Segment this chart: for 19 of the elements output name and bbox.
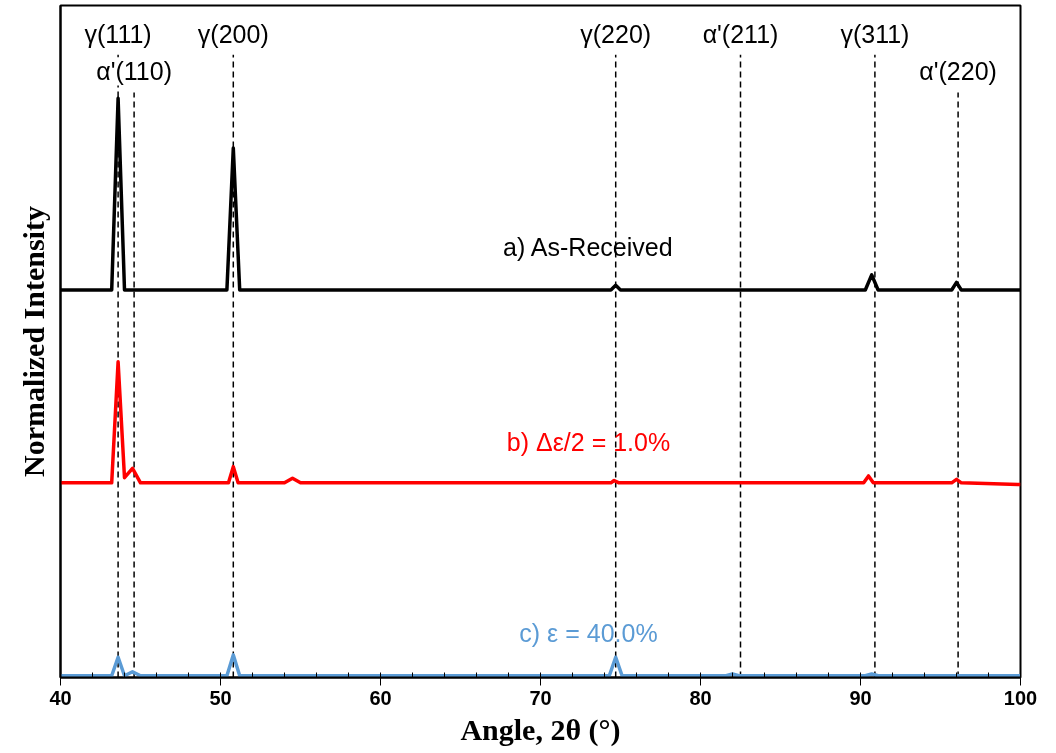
x-tick-label: 80 bbox=[689, 686, 712, 709]
series-label: c) ε = 40.0% bbox=[519, 618, 658, 647]
x-tick-label: 100 bbox=[1003, 686, 1038, 709]
ref-line-label: γ(311) bbox=[840, 19, 910, 48]
x-tick-label: 70 bbox=[529, 686, 552, 709]
x-tick-label: 90 bbox=[849, 686, 872, 709]
ref-line-label: α'(211) bbox=[702, 19, 779, 48]
x-tick-label: 40 bbox=[49, 686, 72, 709]
ref-line-label: α'(220) bbox=[919, 57, 997, 86]
ref-line-label: γ(200) bbox=[197, 19, 269, 48]
x-tick-label: 50 bbox=[209, 686, 232, 709]
series-label: b) Δε/2 = 1.0% bbox=[506, 427, 671, 456]
series-label: a) As-Received bbox=[503, 232, 673, 261]
ref-line-label: α'(110) bbox=[96, 57, 172, 86]
x-tick-label: 60 bbox=[369, 686, 392, 709]
ref-line-label: γ(220) bbox=[580, 19, 652, 48]
x-axis-title: Angle, 2θ (°) bbox=[460, 712, 621, 747]
y-axis-title: Normalized Intensity bbox=[16, 206, 50, 477]
ref-line-label: γ(111) bbox=[84, 19, 152, 48]
